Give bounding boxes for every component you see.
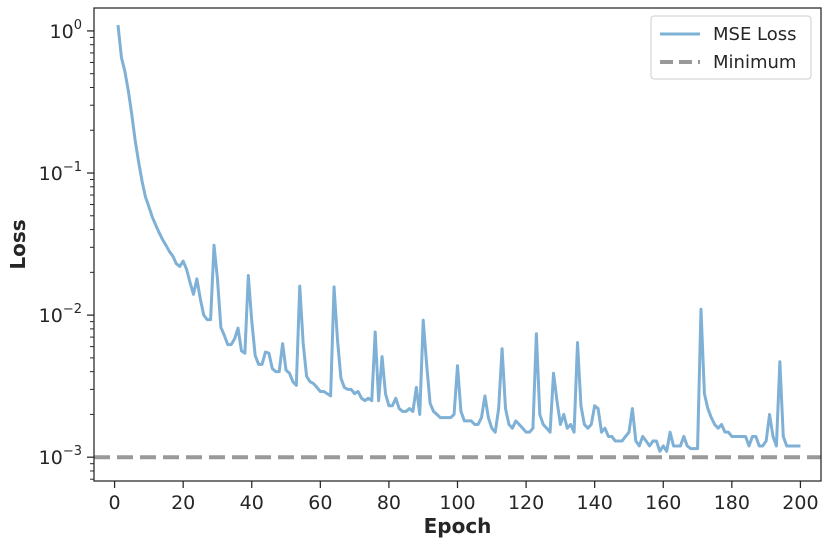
x-tick-label: 180 xyxy=(714,492,750,514)
x-tick-label: 20 xyxy=(171,492,195,514)
x-tick-label: 40 xyxy=(240,492,264,514)
x-axis-ticks: 0 20 40 60 80 100 120 140 160 180 200 xyxy=(109,481,819,514)
y-axis-ticks: 10−3 10−2 10−1 100 xyxy=(39,18,94,480)
y-tick-label: 10−1 xyxy=(39,160,82,185)
legend-label-mse-loss: MSE Loss xyxy=(713,24,797,45)
legend-label-minimum: Minimum xyxy=(713,52,796,73)
x-tick-label: 160 xyxy=(645,492,681,514)
plot-frame xyxy=(93,7,822,482)
x-tick-label: 0 xyxy=(109,492,121,514)
x-tick-label: 80 xyxy=(377,492,401,514)
y-tick-label: 100 xyxy=(50,18,82,43)
y-tick-label: 10−2 xyxy=(39,302,82,327)
x-tick-label: 100 xyxy=(439,492,475,514)
y-axis-title: Loss xyxy=(6,219,30,269)
x-tick-label: 140 xyxy=(577,492,613,514)
x-tick-label: 200 xyxy=(782,492,818,514)
legend: MSE Loss Minimum xyxy=(650,15,812,80)
mse-loss-line xyxy=(116,24,801,453)
x-axis-title: Epoch xyxy=(424,514,492,538)
x-tick-label: 60 xyxy=(308,492,332,514)
y-tick-label: 10−3 xyxy=(39,444,82,469)
x-tick-label: 120 xyxy=(508,492,544,514)
